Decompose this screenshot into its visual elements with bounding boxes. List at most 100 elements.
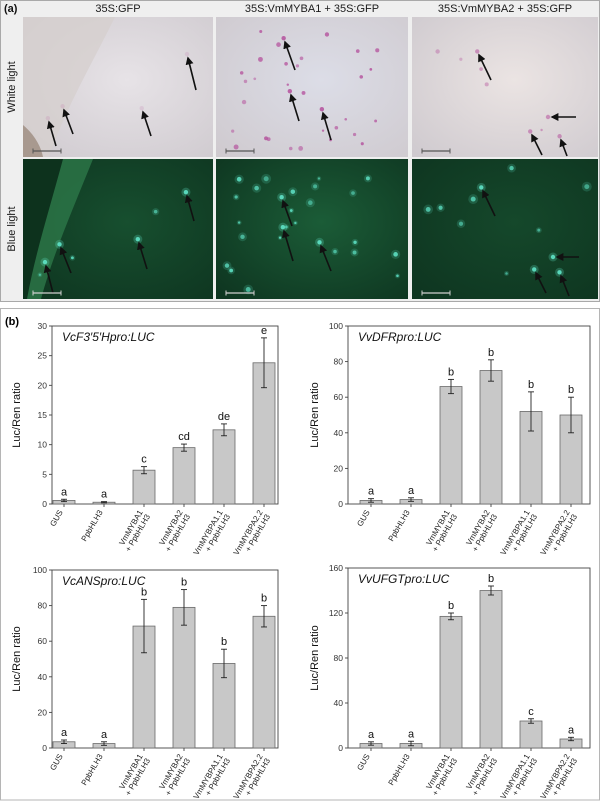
significance-letter: b	[261, 593, 267, 605]
cell-spot	[317, 177, 321, 180]
bar	[479, 590, 503, 749]
y-tick-label: 15	[38, 410, 48, 420]
x-tick-label-line: GUS	[48, 509, 64, 529]
significance-letter: b	[141, 586, 147, 598]
x-tick-label: VmMYBA1+ PpbHLH3	[424, 752, 459, 797]
y-axis-label: Luc/Ren ratio	[309, 382, 321, 447]
cell-spot	[479, 67, 483, 71]
x-tick-label-line: PpbHLH3	[80, 752, 105, 787]
bar	[132, 469, 156, 505]
error-bar	[101, 501, 107, 504]
panel-a-label: (a)	[4, 3, 18, 15]
bar	[439, 615, 463, 749]
cell-spot	[360, 142, 364, 146]
significance-letter: b	[488, 573, 494, 585]
arrow-marker	[141, 110, 152, 137]
x-tick-label: VmMYBPA2.2+ PpbHLH3	[232, 752, 273, 801]
cell-spot	[38, 273, 42, 276]
cell-spot	[266, 137, 271, 142]
y-tick-label: 0	[338, 499, 343, 509]
error-bar	[181, 443, 187, 452]
significance-letter: a	[568, 724, 575, 736]
arrow-marker	[535, 271, 547, 294]
x-tick-label: VmMYBPA1.1+ PpbHLH3	[192, 752, 233, 801]
cell-spot	[509, 165, 514, 171]
cell-spot	[475, 49, 480, 54]
x-tick-label-line: PpbHLH3	[80, 508, 105, 543]
arrow-marker	[46, 120, 57, 147]
x-tick-label: VmMYBA1+ PpbHLH3	[424, 508, 459, 553]
cell-spot	[545, 114, 551, 120]
micrograph-background	[216, 17, 408, 157]
micrograph-image	[23, 17, 213, 157]
chart-title: VvUFGTpro:LUC	[358, 572, 450, 586]
significance-letter: c	[528, 706, 534, 718]
x-tick-label: VmMYBPA2.2+ PpbHLH3	[539, 508, 580, 557]
cell-spot	[153, 209, 158, 214]
cell-spot	[359, 75, 364, 79]
y-tick-label: 80	[38, 601, 48, 611]
chart-title: VcANSpro:LUC	[62, 574, 146, 588]
cell-spot	[298, 146, 304, 151]
x-tick-label: VmMYBPA1.1+ PpbHLH3	[192, 508, 233, 557]
row-label-blue-light: Blue light	[6, 206, 18, 252]
cell-spot	[375, 48, 380, 53]
arrow-marker	[62, 108, 74, 135]
leaf-margin	[23, 159, 63, 299]
mg-white-gfp	[23, 17, 213, 157]
y-tick-label: 120	[329, 608, 343, 618]
panel-b-frame	[0, 308, 600, 801]
x-tick-label: VmMYBA2+ PpbHLH3	[464, 752, 499, 797]
significance-letter: a	[61, 727, 68, 739]
cell-spot	[396, 274, 399, 278]
arrow-marker	[137, 241, 148, 270]
cell-spot	[284, 61, 288, 66]
cell-spot	[288, 146, 293, 151]
cell-spot	[484, 82, 489, 87]
cell-spot	[479, 185, 484, 190]
cell-spot	[393, 252, 398, 257]
x-tick-label-line: GUS	[48, 753, 64, 773]
mg-blue-myba2	[412, 159, 598, 299]
cell-spot	[139, 106, 144, 111]
mg-white-myba2	[412, 17, 598, 157]
cell-spot	[234, 195, 238, 199]
column-header-myba2: 35S:VmMYBA2 + 35S:GFP	[437, 3, 573, 15]
leaf-margin	[23, 125, 43, 157]
cell-spot	[458, 221, 464, 226]
column-header-myba1: 35S:VmMYBA1 + 35S:GFP	[244, 3, 380, 15]
x-tick-label-line: PpbHLH3	[387, 508, 412, 543]
x-tick-label: VmMYBPA1.1+ PpbHLH3	[499, 508, 540, 557]
arrow-marker	[43, 264, 54, 294]
cell-spot	[317, 240, 322, 245]
cell-spot	[295, 64, 300, 68]
plot-frame	[347, 567, 591, 749]
cell-spot	[233, 144, 239, 150]
y-tick-label: 100	[33, 565, 47, 575]
cell-spot	[353, 240, 357, 244]
y-tick-label: 30	[38, 321, 48, 331]
micrograph-background	[412, 159, 598, 299]
y-tick-label: 0	[42, 499, 47, 509]
significance-letter: a	[101, 729, 108, 741]
micrograph-background	[216, 159, 408, 299]
cell-spot	[280, 224, 286, 230]
cell-spot	[528, 129, 533, 134]
cell-spot	[285, 225, 288, 229]
bar	[439, 386, 463, 505]
x-tick-label: VmMYBA1+ PpbHLH3	[117, 508, 152, 553]
cell-spot	[289, 209, 293, 212]
error-bar	[261, 605, 267, 628]
panel-a: (a) 35S:GFP 35S:VmMYBA1 + 35S:GFP 35S:Vm…	[0, 0, 600, 302]
y-tick-label: 10	[38, 440, 48, 450]
error-bar	[568, 396, 574, 434]
arrow-marker	[320, 111, 332, 141]
cell-spot	[254, 185, 259, 191]
arrow-marker	[185, 56, 197, 91]
cell-spot	[237, 221, 241, 224]
micrograph-image	[412, 159, 598, 299]
cell-spot	[470, 196, 476, 202]
y-tick-label: 60	[38, 636, 48, 646]
plot-frame	[347, 325, 591, 505]
cell-spot	[435, 49, 440, 54]
